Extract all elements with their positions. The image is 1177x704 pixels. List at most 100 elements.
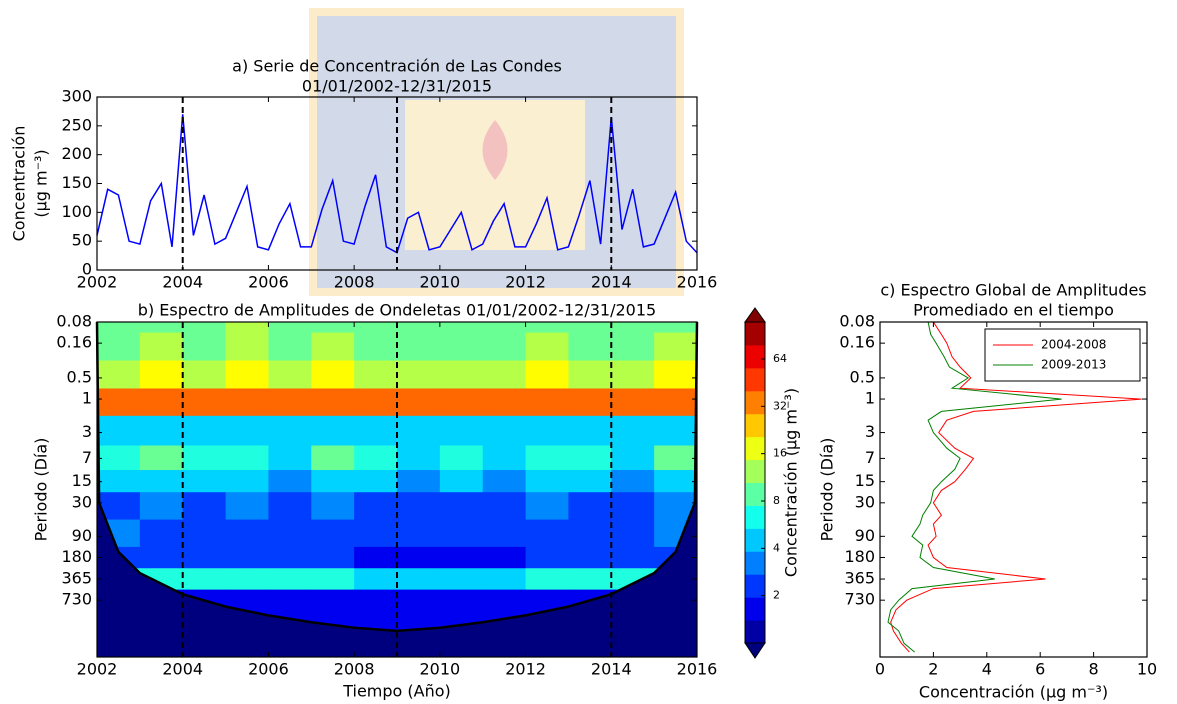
- y-tick-label: 730: [844, 590, 875, 609]
- x-tick-label: 2012: [505, 660, 546, 679]
- heat-cell: [525, 519, 569, 548]
- heat-cell: [354, 470, 398, 493]
- heat-cell: [439, 360, 484, 389]
- heat-cell: [482, 470, 527, 493]
- cone-of-influence-mask: [97, 322, 697, 657]
- heat-cell: [182, 360, 227, 389]
- heat-cell: [354, 519, 398, 548]
- y-tick-label: 30: [855, 492, 875, 511]
- heat-cell: [482, 322, 527, 334]
- heat-cell: [182, 470, 227, 493]
- x-tick-label: 2016: [677, 660, 718, 679]
- y-tick-label: 250: [61, 115, 92, 134]
- heat-cell: [397, 332, 441, 362]
- heat-cell: [268, 546, 312, 569]
- heat-cell: [97, 360, 141, 389]
- y-tick-label: 365: [844, 569, 875, 588]
- heat-cell: [611, 546, 655, 569]
- x-tick-label: 2014: [591, 273, 632, 292]
- chart-title: 01/01/2002-12/31/2015: [302, 77, 492, 96]
- heat-cell: [311, 322, 355, 334]
- colorbar-band: [745, 322, 765, 346]
- colorbar-band: [745, 528, 765, 552]
- heat-cell: [611, 388, 655, 417]
- heat-cell: [397, 546, 441, 569]
- heat-cell: [268, 332, 312, 362]
- heat-cell: [139, 546, 184, 569]
- heat-cell: [611, 415, 655, 446]
- heat-cell: [311, 519, 355, 548]
- heat-cell: [311, 415, 355, 446]
- heat-cell: [225, 470, 269, 493]
- heat-cell: [182, 546, 227, 569]
- y-tick-label: 300: [61, 87, 92, 106]
- x-tick-label: 2008: [334, 660, 375, 679]
- heat-cell: [525, 546, 569, 569]
- y-tick-label: 0.08: [839, 312, 875, 331]
- heat-cell: [354, 332, 398, 362]
- x-tick-label: 2010: [419, 273, 460, 292]
- heat-cell: [482, 568, 527, 591]
- heat-cell: [182, 322, 227, 334]
- heat-cell: [97, 470, 141, 493]
- heat-cell: [654, 470, 698, 493]
- heat-cell: [482, 415, 527, 446]
- heat-cell: [568, 360, 612, 389]
- heat-cell: [525, 470, 569, 493]
- heat-cell: [268, 360, 312, 389]
- heat-cell: [568, 492, 612, 521]
- heat-cell: [268, 470, 312, 493]
- heat-cell: [268, 415, 312, 446]
- watermark-panel: [405, 100, 585, 250]
- heat-cell: [225, 415, 269, 446]
- colorbar-tick-label: 16: [773, 447, 787, 460]
- x-tick-label: 6: [1035, 660, 1045, 679]
- y-tick-label: 30: [72, 492, 92, 511]
- colorbar-extend-top: [744, 307, 766, 323]
- x-tick-label: 2016: [677, 273, 718, 292]
- heat-cell: [525, 360, 569, 389]
- heat-cell: [568, 546, 612, 569]
- chart-title: c) Espectro Global de Amplitudes: [880, 281, 1146, 300]
- cone-of-influence: [95, 321, 699, 633]
- colorbar-extend-bottom: [744, 642, 766, 659]
- x-tick-label: 2004: [162, 273, 203, 292]
- y-tick-label: 150: [61, 173, 92, 192]
- heat-cell: [311, 568, 355, 591]
- heat-cell: [139, 492, 184, 521]
- plot-frame: [96, 321, 698, 658]
- heat-cell: [354, 322, 398, 334]
- heat-cell: [182, 492, 227, 521]
- heat-cell: [139, 415, 184, 446]
- heat-cell: [482, 332, 527, 362]
- heat-cell: [568, 470, 612, 493]
- heat-cell: [182, 519, 227, 548]
- heat-cell: [397, 519, 441, 548]
- colorbar-band: [745, 551, 765, 575]
- y-tick-label: 1: [82, 389, 92, 408]
- y-axis-label: Periodo (Día): [818, 438, 837, 542]
- x-tick-label: 10: [1137, 660, 1157, 679]
- heat-cell: [182, 568, 227, 591]
- heat-cell: [439, 445, 484, 471]
- y-tick-label: 1: [865, 389, 875, 408]
- heat-cell: [439, 519, 484, 548]
- heat-cell: [268, 322, 312, 334]
- heat-cell: [397, 360, 441, 389]
- heat-cell: [311, 388, 355, 417]
- y-tick-label: 180: [61, 547, 92, 566]
- heat-cell: [225, 332, 269, 362]
- heat-cell: [482, 546, 527, 569]
- colorbar-tick-label: 8: [773, 494, 780, 507]
- x-tick-label: 0: [875, 660, 885, 679]
- x-tick-label: 2010: [419, 660, 460, 679]
- x-tick-label: 4: [982, 660, 992, 679]
- heat-cell: [268, 568, 312, 591]
- heat-cell: [311, 332, 355, 362]
- heat-cell: [439, 415, 484, 446]
- heat-cell: [354, 546, 398, 569]
- heat-cell: [182, 332, 227, 362]
- heat-cell: [482, 519, 527, 548]
- y-tick-label: 0.5: [67, 367, 92, 386]
- heat-cell: [354, 445, 398, 471]
